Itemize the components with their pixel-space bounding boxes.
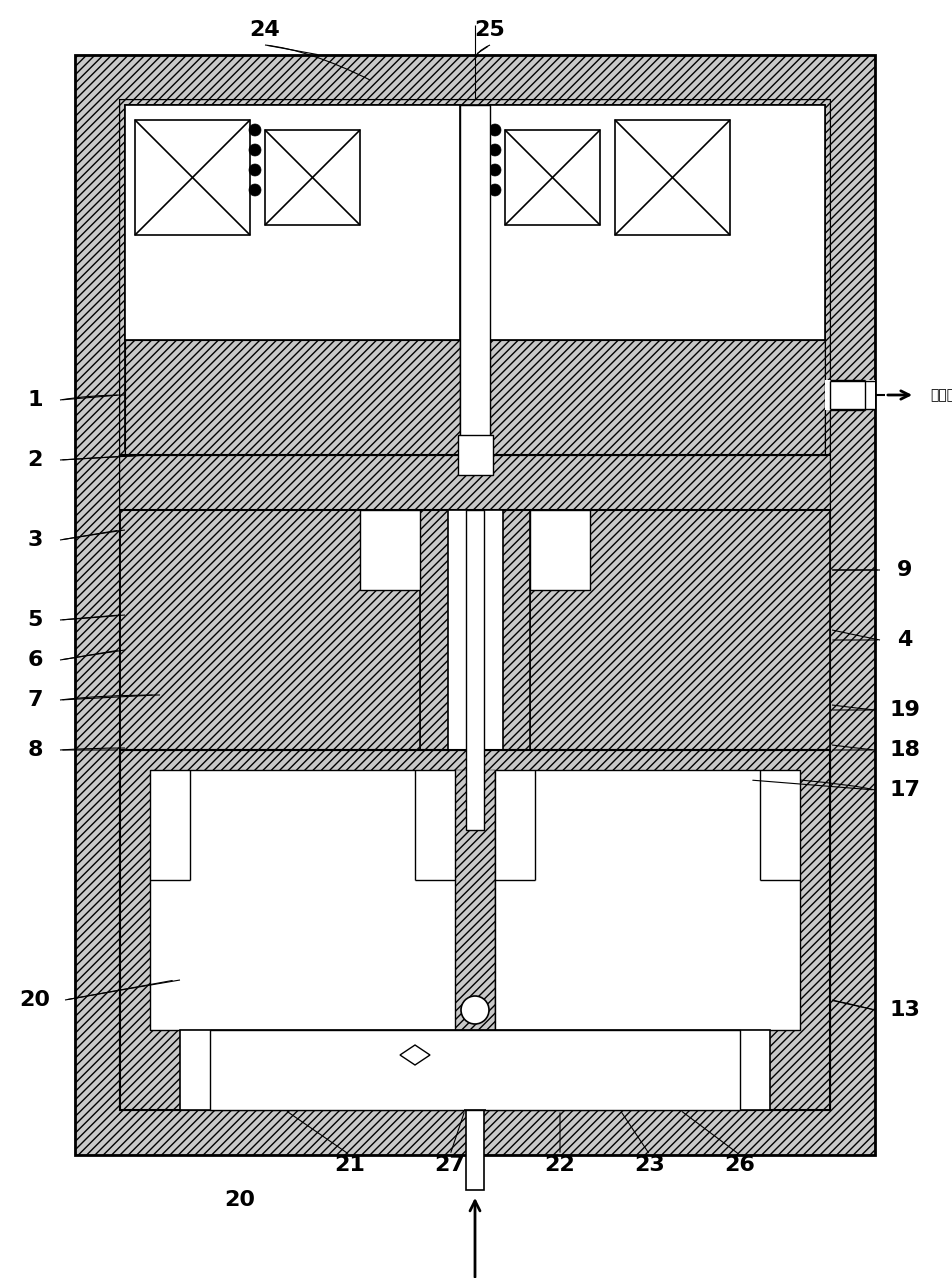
Text: 27: 27 [434,1155,466,1174]
Text: 17: 17 [889,780,921,800]
Bar [825,381,875,409]
Bar [120,100,830,455]
Text: 24: 24 [249,20,281,40]
Bar [530,510,590,590]
Text: 25: 25 [475,20,506,40]
Bar [125,340,460,455]
Bar [265,130,360,225]
Text: 9: 9 [898,560,913,580]
Bar [615,120,730,235]
Bar [490,340,825,455]
Circle shape [461,996,489,1024]
Text: 20: 20 [19,990,50,1010]
Text: 3: 3 [28,530,43,550]
Text: 8: 8 [28,740,43,760]
Polygon shape [400,1045,430,1065]
Bar [120,750,830,1111]
Bar [180,1030,770,1111]
Bar [460,105,490,455]
Bar [448,510,503,750]
Bar [125,105,460,340]
Bar [505,130,600,225]
Bar [125,105,825,450]
Circle shape [249,164,261,176]
Text: 22: 22 [545,1155,575,1174]
Text: 6: 6 [28,651,43,670]
Text: 20: 20 [225,1190,255,1210]
Bar [120,455,830,510]
Bar [120,510,420,750]
Text: 18: 18 [889,740,921,760]
Text: 7: 7 [28,690,43,711]
Polygon shape [445,1040,505,1080]
Bar [455,771,495,1030]
Bar [466,1111,484,1190]
Text: 1: 1 [28,390,43,410]
Bar [466,510,484,829]
Text: 4: 4 [898,630,913,651]
Bar [210,1030,740,1111]
Bar [530,510,830,750]
Text: 26: 26 [724,1155,756,1174]
Bar [120,510,420,750]
Text: 2: 2 [28,450,43,470]
Bar [120,750,830,1111]
Circle shape [489,184,501,196]
Text: 5: 5 [28,610,43,630]
Bar [150,771,455,1030]
Bar [75,55,875,1155]
Bar [495,771,800,1030]
Bar [125,340,460,455]
Bar [458,435,493,475]
Text: 低压油出口: 低压油出口 [930,389,952,403]
Bar [490,340,825,455]
Polygon shape [385,1040,445,1080]
Text: 19: 19 [889,700,921,720]
Bar [75,55,875,1155]
Circle shape [249,184,261,196]
Circle shape [489,164,501,176]
Circle shape [489,144,501,156]
Circle shape [249,124,261,135]
Bar [825,380,875,410]
Bar [120,100,830,1111]
Bar [135,120,250,235]
Bar [490,105,825,340]
Bar [530,510,830,750]
Circle shape [489,124,501,135]
Bar [360,510,420,590]
Text: 23: 23 [635,1155,665,1174]
Text: 21: 21 [334,1155,366,1174]
Bar [120,510,830,750]
Circle shape [249,144,261,156]
Text: 13: 13 [889,999,921,1020]
